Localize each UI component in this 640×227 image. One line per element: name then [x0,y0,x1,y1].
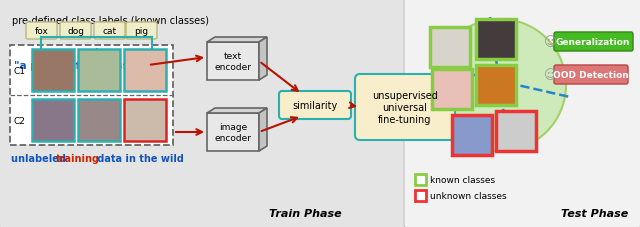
FancyBboxPatch shape [404,0,640,227]
FancyBboxPatch shape [126,23,157,40]
Text: image
encoder: image encoder [214,123,252,142]
Bar [124,50,166,92]
Text: Test Phase: Test Phase [561,208,628,218]
Bar [415,174,426,185]
Bar [78,100,120,141]
Bar [32,100,74,141]
FancyBboxPatch shape [355,75,455,140]
Bar [476,20,516,60]
FancyBboxPatch shape [26,23,57,40]
Text: OOD Detection: OOD Detection [553,71,629,80]
Text: pre-defined class labels (known classes): pre-defined class labels (known classes) [12,16,209,26]
Polygon shape [259,38,267,81]
FancyBboxPatch shape [60,23,91,40]
FancyBboxPatch shape [554,33,633,52]
Bar [476,66,516,106]
Polygon shape [207,38,267,43]
Text: dog: dog [67,27,84,36]
FancyBboxPatch shape [0,0,407,227]
Text: "a photo of a [class]": "a photo of a [class]" [14,61,139,71]
Bar [415,190,426,201]
FancyBboxPatch shape [554,66,628,85]
Text: text
encoder: text encoder [214,52,252,71]
Text: similarity: similarity [292,101,338,111]
Text: fox: fox [35,27,49,36]
Bar [124,100,166,141]
Text: data in the wild: data in the wild [94,153,184,163]
Text: unlabeled: unlabeled [11,153,69,163]
FancyBboxPatch shape [10,46,173,145]
Text: cat: cat [102,27,116,36]
Polygon shape [207,114,259,151]
Text: unknown classes: unknown classes [430,191,507,200]
Bar [452,116,492,155]
Polygon shape [259,109,267,151]
Text: Train Phase: Train Phase [269,208,341,218]
FancyBboxPatch shape [94,23,125,40]
Text: training: training [56,153,100,163]
Text: C1: C1 [13,66,25,75]
Bar [496,111,536,151]
FancyBboxPatch shape [279,92,351,119]
Text: unsupervised
universal
fine-tuning: unsupervised universal fine-tuning [372,91,438,124]
Text: ☺: ☺ [543,69,557,82]
Bar [32,50,74,92]
Polygon shape [207,109,267,114]
Text: Generalization: Generalization [556,38,630,47]
Bar [430,28,470,68]
Bar [432,70,472,109]
Text: pig: pig [134,27,148,36]
Circle shape [434,20,566,151]
Bar [78,50,120,92]
Text: C2: C2 [13,116,25,125]
Polygon shape [207,43,259,81]
Text: known classes: known classes [430,175,495,184]
Text: ☺: ☺ [543,36,557,49]
